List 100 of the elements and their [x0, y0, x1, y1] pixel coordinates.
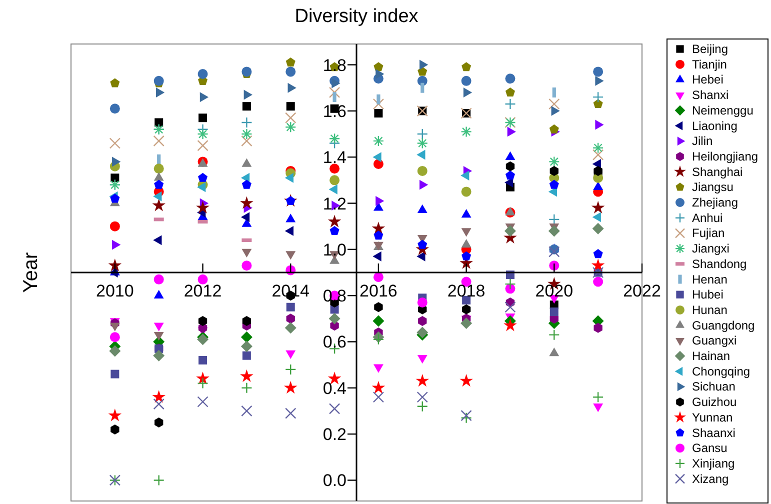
- point: [152, 198, 166, 212]
- point: [416, 150, 426, 160]
- point: [284, 322, 296, 334]
- point: [460, 126, 472, 138]
- point: [286, 66, 296, 77]
- legend-label: Heilongjiang: [692, 149, 758, 164]
- x-tick-label: 2010: [96, 282, 134, 300]
- point: [550, 307, 558, 316]
- point: [154, 418, 164, 428]
- point: [198, 114, 208, 122]
- point: [328, 86, 340, 98]
- point: [196, 200, 210, 214]
- point: [240, 340, 252, 352]
- point: [504, 302, 516, 313]
- point: [153, 191, 162, 202]
- point: [504, 278, 516, 290]
- point: [109, 345, 121, 357]
- point: [374, 62, 384, 72]
- legend-label: Jiangxi: [692, 242, 730, 256]
- point: [505, 87, 515, 97]
- legend-label: Hubei: [692, 288, 724, 302]
- point: [286, 302, 295, 312]
- point: [548, 156, 560, 168]
- point: [416, 251, 426, 262]
- x-tick-label: 2012: [184, 282, 222, 300]
- point: [240, 212, 250, 222]
- point: [328, 312, 340, 324]
- point: [374, 108, 383, 118]
- point: [242, 248, 252, 258]
- point: [286, 214, 296, 222]
- point: [593, 181, 604, 190]
- legend-label: Guizhou: [692, 395, 737, 410]
- point: [154, 290, 164, 298]
- point: [460, 318, 472, 330]
- point: [197, 182, 206, 192]
- y-tick-label: 0.0: [322, 471, 346, 490]
- point: [241, 405, 252, 417]
- point: [110, 370, 120, 378]
- point: [153, 350, 165, 362]
- legend-label: Liaoning: [692, 118, 738, 133]
- point: [154, 164, 164, 174]
- point: [198, 172, 208, 182]
- legend-label: Neimenggu: [692, 103, 754, 118]
- point: [593, 276, 604, 287]
- point: [461, 76, 472, 86]
- point: [110, 174, 120, 182]
- point: [505, 170, 515, 180]
- point: [372, 315, 384, 327]
- point: [372, 392, 384, 403]
- point: [374, 302, 383, 312]
- point: [417, 204, 428, 214]
- point: [591, 258, 605, 272]
- point: [241, 128, 252, 140]
- point: [461, 186, 472, 197]
- point: [284, 380, 298, 394]
- point: [242, 316, 252, 326]
- chart-title: Diversity index: [294, 6, 419, 27]
- y-tick-label: 1.2: [322, 194, 346, 214]
- point: [242, 351, 251, 360]
- point: [108, 408, 122, 422]
- point: [460, 410, 472, 422]
- legend-label: Beijing: [692, 42, 728, 56]
- point: [594, 166, 602, 176]
- x-tick-label: 2016: [360, 282, 398, 300]
- point: [330, 226, 340, 236]
- point: [461, 239, 472, 248]
- point: [198, 274, 208, 284]
- point: [416, 392, 428, 403]
- point: [505, 151, 516, 160]
- point: [462, 62, 472, 72]
- legend-label: Shanxi: [692, 88, 729, 102]
- point: [240, 369, 254, 382]
- point: [241, 382, 252, 394]
- point: [372, 334, 384, 346]
- point: [285, 112, 296, 124]
- legend-label: Shandong: [692, 256, 747, 271]
- point: [460, 412, 472, 424]
- point: [593, 66, 604, 77]
- point: [328, 133, 340, 144]
- point: [418, 66, 428, 76]
- y-tick-label: 1.4: [322, 148, 346, 168]
- legend-label: Shaanxi: [692, 426, 736, 440]
- y-tick-label: 1.6: [322, 102, 346, 121]
- point: [328, 214, 342, 228]
- point: [462, 251, 472, 260]
- legend-label: Jiangsu: [692, 180, 734, 194]
- point: [460, 374, 473, 387]
- point: [462, 304, 471, 314]
- point: [416, 128, 428, 140]
- point: [551, 106, 560, 116]
- point: [548, 246, 560, 258]
- point: [285, 408, 296, 419]
- point: [153, 398, 164, 410]
- point: [242, 158, 252, 167]
- point: [463, 87, 472, 98]
- point: [109, 138, 121, 149]
- point: [285, 364, 296, 376]
- point: [416, 326, 428, 338]
- point: [244, 90, 252, 100]
- legend-label: Hainan: [692, 349, 730, 363]
